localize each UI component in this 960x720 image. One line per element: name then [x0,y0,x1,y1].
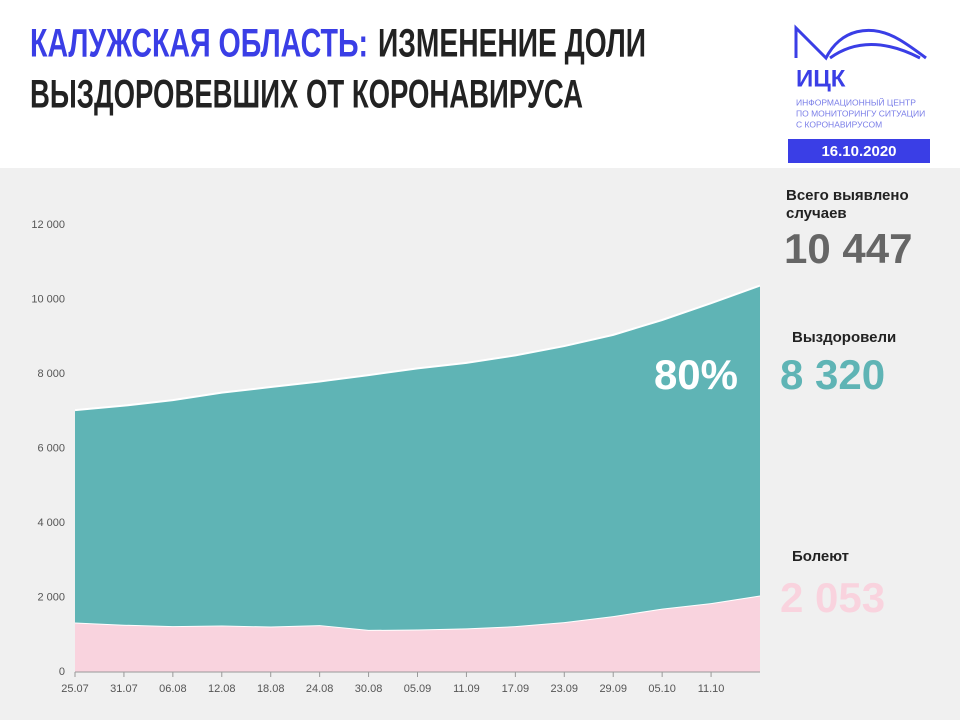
share-label: 80% [654,351,738,398]
logo-caption: ПО МОНИТОРИНГУ СИТУАЦИИ [796,108,925,118]
x-tick-label: 31.07 [110,683,138,695]
logo-wave [794,24,927,61]
x-tick-label: 18.08 [257,683,285,695]
x-tick-label: 29.09 [599,683,627,695]
logo-text: ИЦК [796,65,846,92]
title-region: КАЛУЖСКАЯ ОБЛАСТЬ: [30,22,368,66]
x-tick-label: 06.08 [159,683,187,695]
x-tick-label: 11.10 [698,683,725,695]
title: ВЫЗДОРОВЕВШИХ ОТ КОРОНАВИРУСА [30,73,583,117]
total-value: 10 447 [784,225,912,272]
area [75,595,760,672]
y-tick-label: 12 000 [31,219,65,231]
logo-caption: С КОРОНАВИРУСОМ [796,119,882,129]
y-tick-label: 10 000 [31,293,65,305]
x-tick-label: 30.08 [355,683,383,695]
x-tick-label: 23.09 [551,683,579,695]
y-tick-label: 4 000 [37,517,65,529]
y-tick-label: 0 [59,666,65,678]
x-tick-label: 24.08 [306,683,334,695]
x-tick-label: 11.09 [453,683,480,695]
series-value: 2 053 [780,574,885,621]
series-label: Болеют [792,548,849,565]
date-badge [788,139,930,163]
area-edge [74,284,761,412]
y-tick-label: 6 000 [37,442,65,454]
logo-icon [794,24,927,61]
x-tick-label: 05.09 [404,683,432,695]
logo-wave [829,43,921,60]
y-tick-label: 2 000 [37,591,65,603]
x-tick-label: 05.10 [648,683,676,695]
x-tick-label: 17.09 [502,683,530,695]
x-tick-label: 25.07 [61,683,89,695]
series-label: Выздоровели [792,329,896,346]
logo-caption: ИНФОРМАЦИОННЫЙ ЦЕНТР [796,96,916,107]
area [75,285,760,630]
total-label: Всего выявлено случаев [786,187,909,222]
y-tick-label: 8 000 [37,368,65,380]
title: ИЗМЕНЕНИЕ ДОЛИ [378,22,646,66]
date: 16.10.2020 [821,143,896,160]
series-value: 8 320 [780,351,885,398]
x-tick-label: 12.08 [208,683,236,695]
